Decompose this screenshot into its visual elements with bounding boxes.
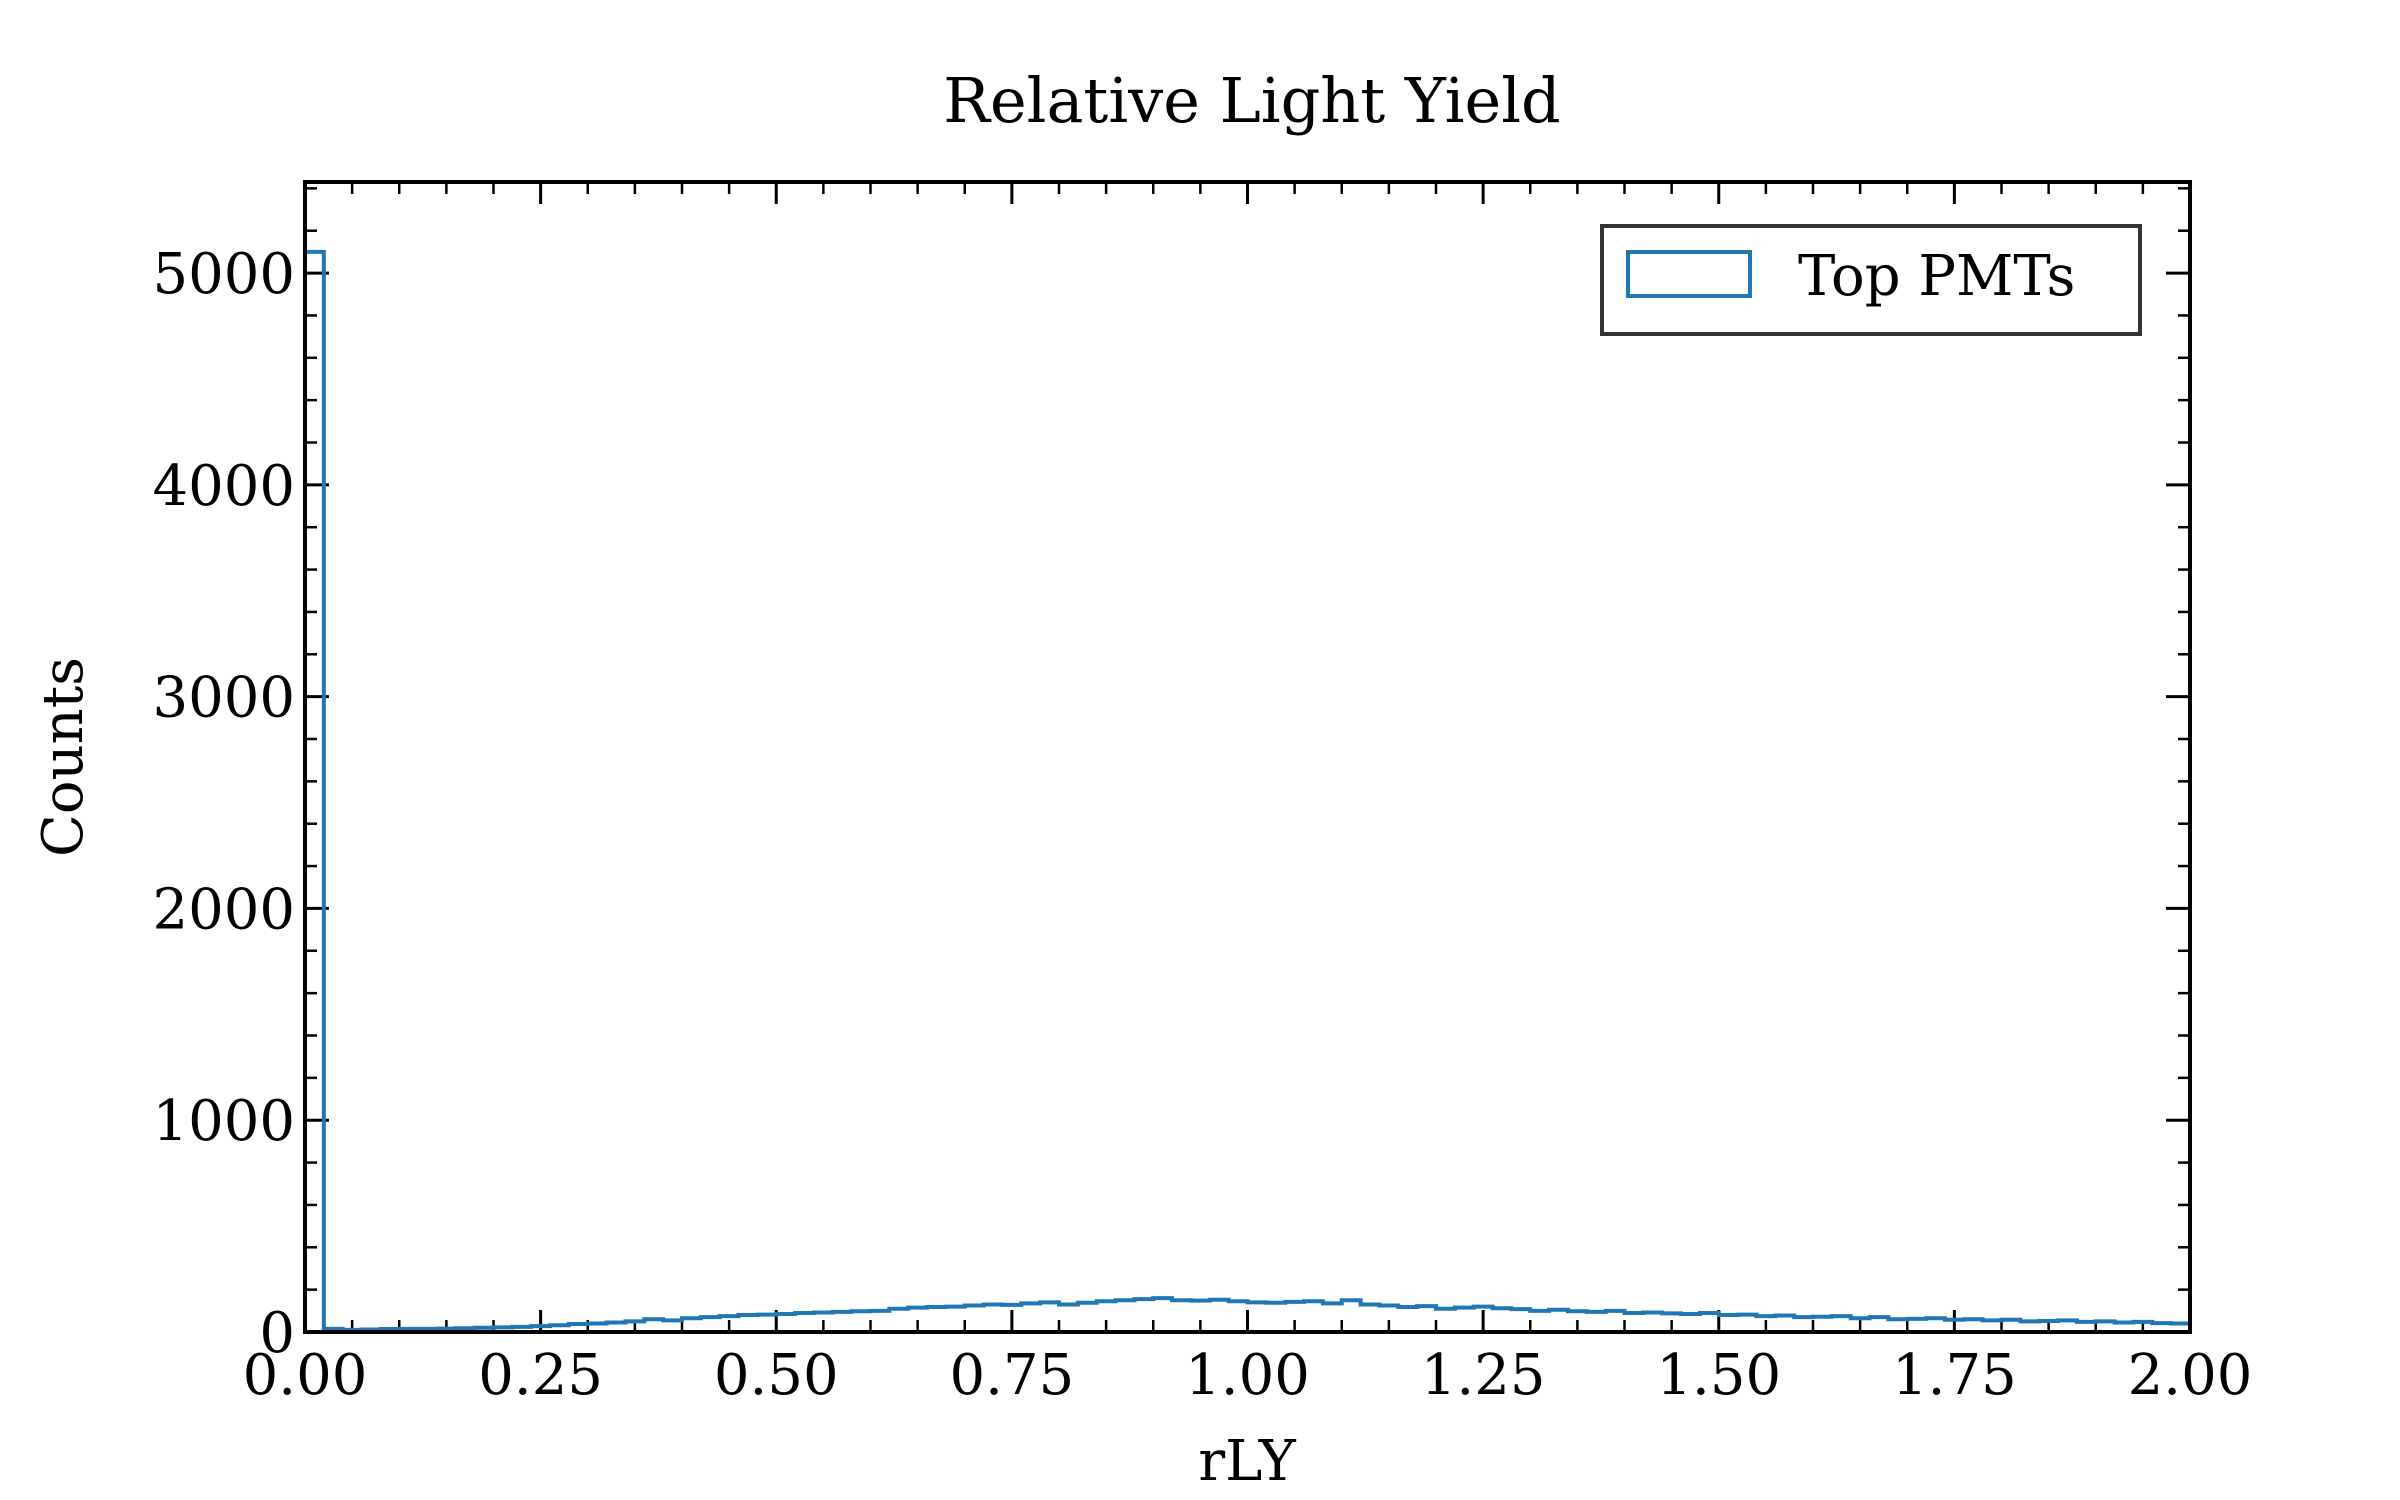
histogram-bin: [1417, 1306, 1436, 1332]
series-layer: [303, 249, 2192, 1332]
histogram-bin: [1455, 1308, 1474, 1332]
histogram-bin: [1549, 1310, 1568, 1332]
histogram-bin: [1002, 1305, 1021, 1332]
plot-frame: [303, 180, 2192, 1334]
x-tick-label: 2.00: [2128, 1343, 2253, 1408]
histogram-bin: [1323, 1303, 1342, 1332]
histogram-bin: [1436, 1309, 1455, 1332]
histogram-bin: [1285, 1302, 1304, 1332]
histogram-bin: [1851, 1318, 1870, 1332]
histogram-bin: [871, 1311, 890, 1332]
histogram-bin: [1248, 1302, 1267, 1332]
histogram-bin: [1794, 1317, 1813, 1332]
x-tick-labels: 0.00 0.25 0.50 0.75 1.00 1.25 1.50 1.75 2.00: [243, 1343, 2253, 1408]
histogram-bin: [908, 1308, 927, 1332]
histogram-bin: [1511, 1309, 1530, 1332]
histogram-bin: [1756, 1316, 1775, 1332]
histogram-bin: [1832, 1316, 1851, 1332]
y-tick-label: 5000: [152, 242, 295, 307]
histogram-bin: [305, 252, 324, 1332]
histogram-bin: [1719, 1315, 1738, 1332]
histogram-bin: [1662, 1313, 1681, 1332]
histogram-bin: [795, 1313, 814, 1332]
histogram-bin: [1078, 1303, 1097, 1332]
y-tick-label: 0: [259, 1301, 295, 1366]
histogram-bin: [1153, 1298, 1172, 1332]
histogram-bin: [852, 1311, 871, 1332]
histogram-series-outline: [303, 249, 2192, 1332]
histogram-bin: [1625, 1313, 1644, 1332]
histogram-bin: [1266, 1303, 1285, 1332]
histogram-bin: [720, 1316, 739, 1332]
legend-label: Top PMTs: [1798, 244, 2075, 309]
chart-title: Relative Light Yield: [943, 64, 1560, 137]
histogram-bin: [1021, 1303, 1040, 1332]
legend-box: [1600, 224, 2142, 336]
histogram-bin: [1097, 1301, 1116, 1332]
histogram-bin: [889, 1309, 908, 1332]
x-tick-label: 0.75: [950, 1343, 1075, 1408]
y-tick-label: 3000: [152, 666, 295, 731]
histogram-bin: [682, 1318, 701, 1332]
histogram-bin: [927, 1307, 946, 1332]
histogram-bin: [739, 1315, 758, 1332]
y-tick-label: 1000: [152, 1089, 295, 1154]
y-tick-labels: 0 1000 2000 3000 4000 5000: [152, 242, 295, 1366]
histogram-bin: [814, 1313, 833, 1332]
histogram-bin: [1926, 1318, 1945, 1332]
histogram-bin: [1530, 1311, 1549, 1332]
histogram-bin: [965, 1306, 984, 1332]
histogram-bin: [1738, 1315, 1757, 1332]
histogram-bin: [1700, 1313, 1719, 1332]
histogram-bin: [1379, 1306, 1398, 1332]
histogram-bin: [1210, 1300, 1229, 1332]
histogram-bin: [1775, 1315, 1794, 1332]
histogram-bin: [1643, 1313, 1662, 1332]
y-tick-label: 4000: [152, 454, 295, 519]
histogram-bin: [1191, 1301, 1210, 1332]
histogram-bin: [984, 1304, 1003, 1332]
x-axis-label: rLY: [1198, 1429, 1296, 1494]
x-tick-label: 0.00: [243, 1343, 368, 1408]
histogram-bin: [1304, 1301, 1323, 1332]
histogram-bin: [776, 1314, 795, 1332]
histogram-bin: [1361, 1304, 1380, 1332]
x-tick-label: 1.00: [1185, 1343, 1310, 1408]
histogram-bin: [1474, 1307, 1493, 1332]
histogram-bin: [1606, 1311, 1625, 1332]
histogram-bin: [1813, 1317, 1832, 1332]
histogram-bin: [701, 1317, 720, 1332]
x-tick-label: 0.50: [714, 1343, 839, 1408]
histogram-bin: [1493, 1308, 1512, 1332]
x-tick-label: 0.25: [478, 1343, 603, 1408]
x-tick-label: 1.50: [1656, 1343, 1781, 1408]
histogram-bin: [1681, 1314, 1700, 1332]
histogram-bin: [1172, 1300, 1191, 1332]
legend: Top PMTs: [1600, 224, 2142, 336]
histogram-bin: [1870, 1317, 1889, 1332]
histogram-bin: [1116, 1300, 1135, 1332]
plot-background: [305, 182, 2190, 1332]
histogram-bin: [946, 1307, 965, 1332]
histogram-bin: [1568, 1311, 1587, 1332]
histogram-bin: [833, 1312, 852, 1332]
legend-swatch: [1626, 250, 1752, 298]
histogram-bin: [1587, 1312, 1606, 1332]
histogram-bin: [1059, 1304, 1078, 1332]
x-tick-label: 1.25: [1421, 1343, 1546, 1408]
histogram-bin: [1040, 1302, 1059, 1332]
histogram-bin: [757, 1315, 776, 1332]
histogram-bin: [1342, 1300, 1361, 1332]
histogram-bin: [1134, 1299, 1153, 1332]
histogram-bin: [1229, 1301, 1248, 1332]
x-tick-label: 1.75: [1892, 1343, 2017, 1408]
y-axis-label: Counts: [31, 657, 96, 857]
histogram-bin: [1398, 1307, 1417, 1332]
y-tick-label: 2000: [152, 877, 295, 942]
